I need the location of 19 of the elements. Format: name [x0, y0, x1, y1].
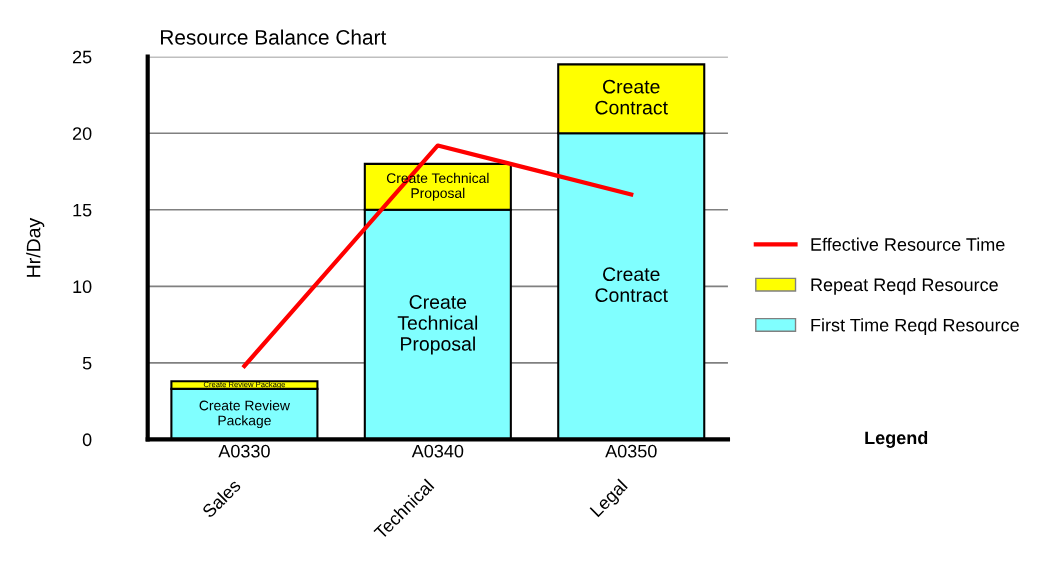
legend-label: First Time Reqd Resource	[811, 318, 1019, 336]
data-label: Create Contract	[595, 267, 668, 303]
legend-title: Legend	[865, 430, 928, 448]
y-tick-label: 10	[73, 280, 92, 294]
x-tick-label: A0340	[411, 444, 464, 458]
legend-label: Effective Resource Time	[811, 237, 1005, 251]
x-tick-label: A0350	[605, 444, 657, 458]
y-tick-label: 5	[82, 357, 92, 370]
legend-label: Repeat Reqd Resource	[811, 277, 998, 295]
data-label: Create Technical Proposal	[397, 295, 478, 355]
y-tick-label: 20	[72, 127, 92, 140]
y-tick-label: 15	[73, 203, 92, 217]
data-label: Create Review Package	[199, 400, 290, 429]
y-tick-label: 25	[72, 50, 92, 64]
y-tick-label: 0	[82, 433, 92, 447]
chart-title: Resource Balance Chart	[161, 29, 387, 45]
y-axis-title: Hr/Day	[26, 217, 45, 277]
data-label: Create Contract	[595, 79, 668, 115]
x-tick-label: A0330	[218, 444, 270, 458]
